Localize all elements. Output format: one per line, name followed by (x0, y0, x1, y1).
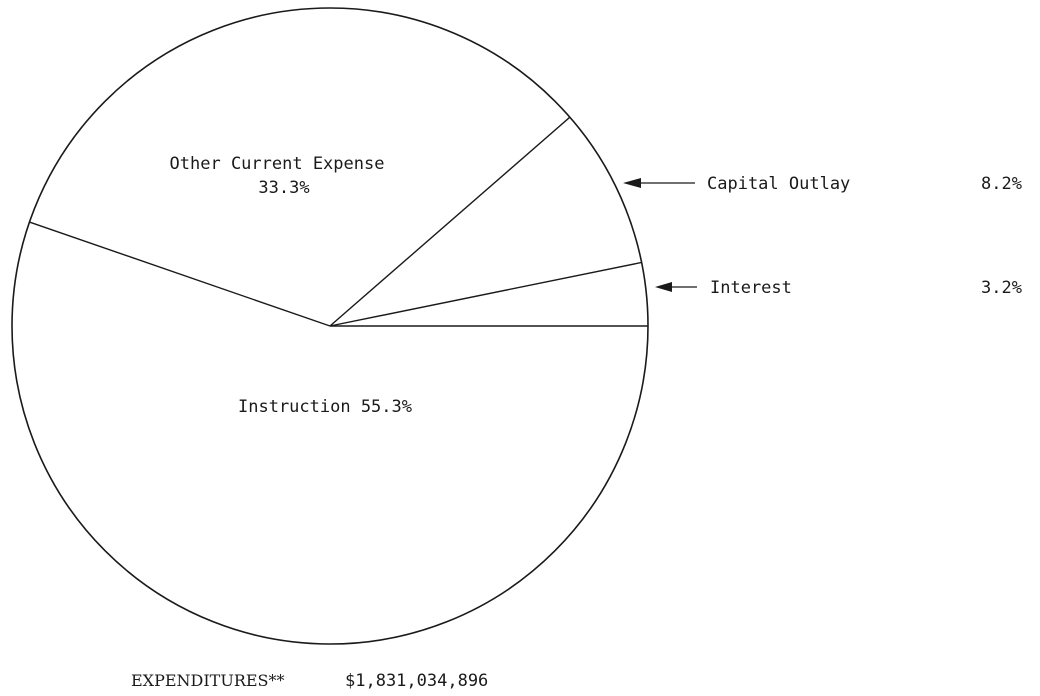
pie-slices (11, 7, 649, 645)
capital-outlay-callout: Capital Outlay 8.2% (623, 174, 1022, 194)
slice-boundary-capital-outlay (329, 116, 571, 327)
interest-callout: Interest 3.2% (655, 278, 1022, 298)
label-other-current-expense-pct: 33.3% (258, 178, 309, 198)
label-capital-outlay-pct: 8.2% (981, 174, 1022, 194)
label-interest-pct: 3.2% (981, 278, 1022, 298)
expenditures-label: EXPENDITURES** (131, 671, 285, 690)
label-capital-outlay-name: Capital Outlay (707, 174, 850, 194)
slice-boundary-other-current-expense (29, 221, 331, 327)
label-instruction: Instruction 55.3% (238, 397, 412, 417)
capital-outlay-arrowhead (623, 178, 641, 188)
label-interest-name: Interest (710, 278, 792, 298)
label-other-current-expense-name: Other Current Expense (170, 154, 385, 174)
pie-chart: Other Current Expense 33.3% Instruction … (11, 7, 1022, 645)
expenditures-total: $1,831,034,896 (345, 671, 489, 691)
interest-arrowhead (655, 282, 672, 292)
slice-boundary-interest (329, 261, 642, 327)
